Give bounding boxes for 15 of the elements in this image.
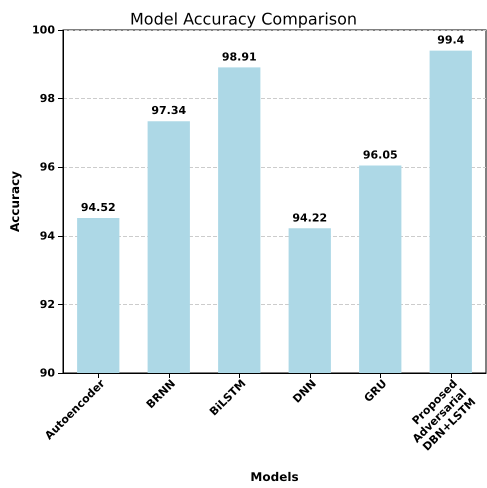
y-tick-label: 100 (32, 24, 56, 36)
y-tick-label: 94 (40, 229, 56, 242)
data-label: 94.22 (292, 211, 328, 224)
y-tick-label: 90 (40, 366, 56, 380)
data-label: 98.91 (222, 50, 257, 64)
data-label: 96.05 (362, 148, 398, 162)
y-axis-title: Accuracy (8, 170, 22, 232)
data-label: 94.52 (80, 200, 116, 214)
y-tick-label: 98 (40, 92, 55, 106)
data-label: 99.4 (437, 34, 465, 47)
chart-title: Model Accuracy Comparison (130, 10, 358, 28)
data-label: 97.34 (151, 104, 186, 118)
y-tick-label: 92 (40, 298, 55, 311)
y-tick-label: 96 (40, 160, 56, 174)
x-axis-title: Models (250, 470, 299, 484)
